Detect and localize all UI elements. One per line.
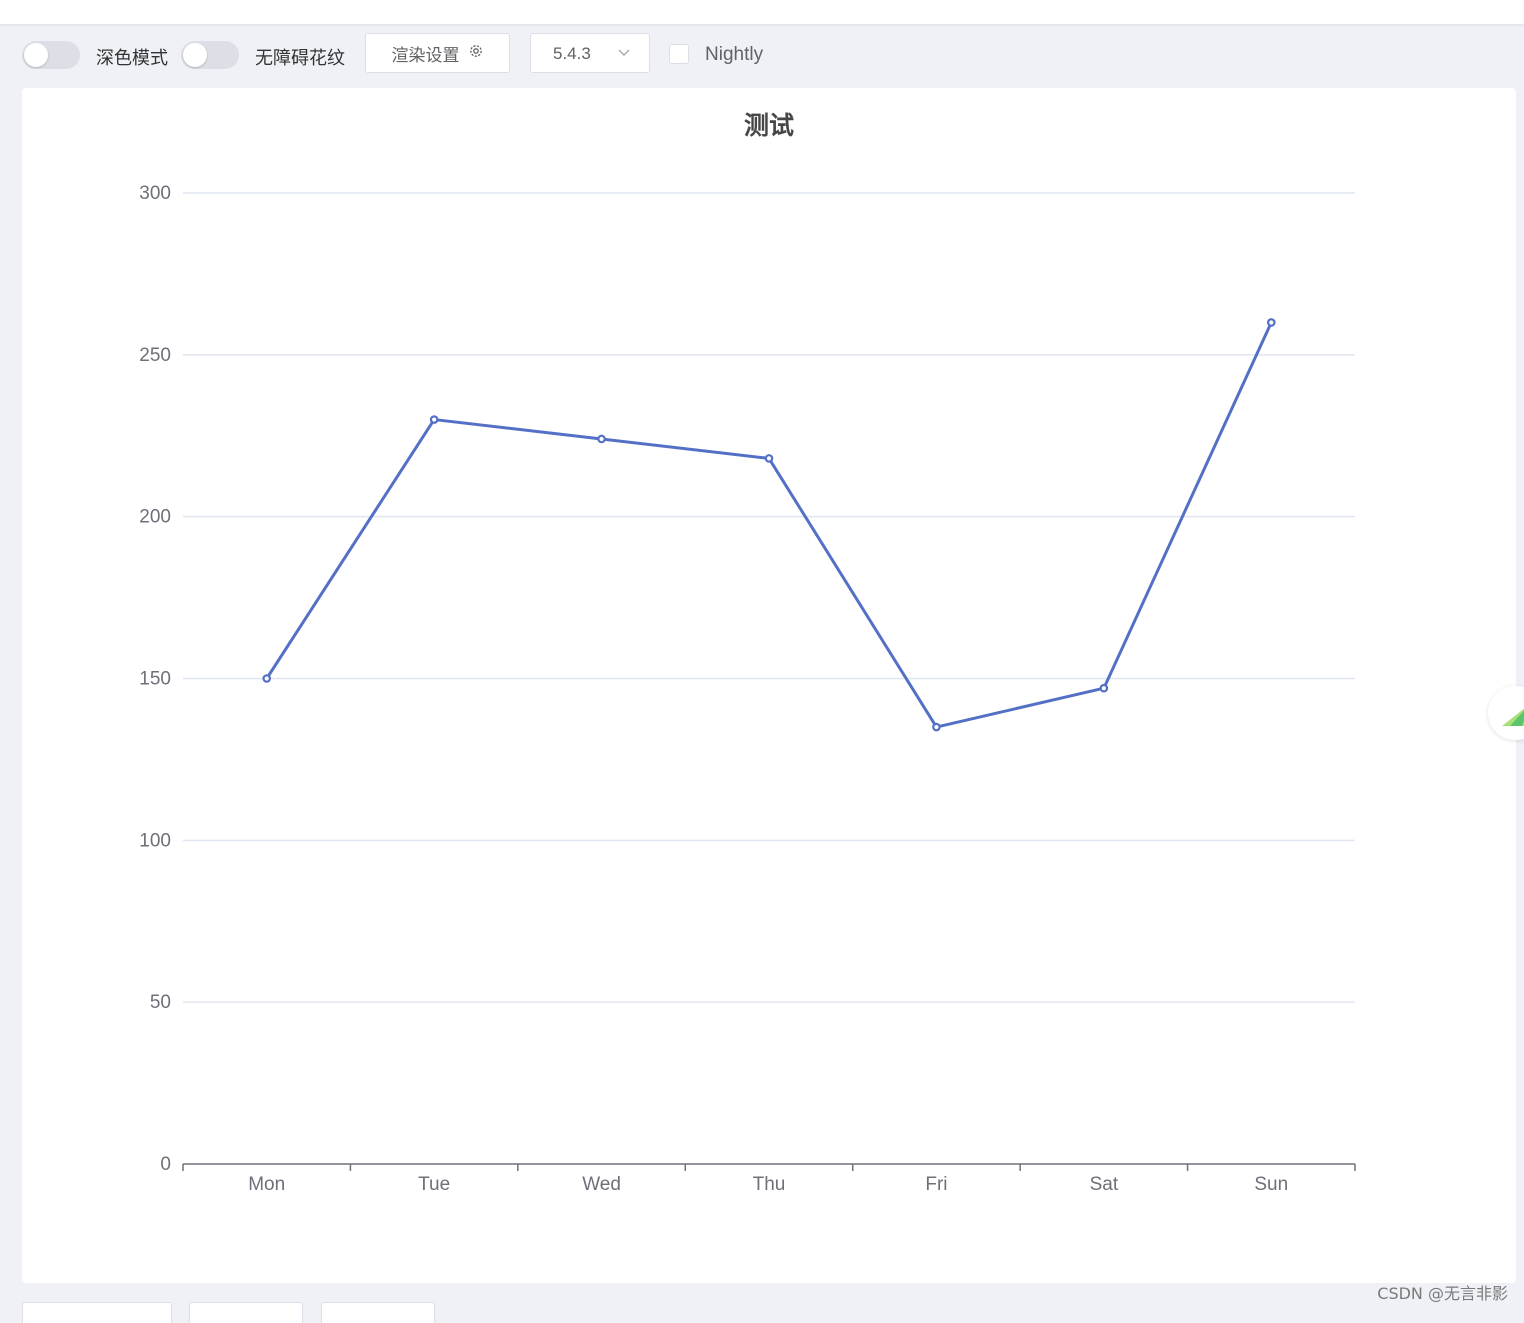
data-point	[764, 454, 774, 463]
series-line	[265, 321, 1273, 729]
aria-pattern-toggle-knob	[183, 43, 207, 67]
dark-mode-toggle-knob	[24, 43, 48, 67]
version-value: 5.4.3	[553, 44, 591, 63]
x-tick-label: Sun	[1254, 1174, 1288, 1195]
bottom-tab-3[interactable]	[321, 1302, 435, 1323]
dark-mode-toggle[interactable]	[22, 41, 80, 69]
top-bar	[0, 0, 1524, 24]
chart-title: 测试	[743, 111, 794, 140]
data-point	[1266, 318, 1276, 327]
chart-panel: 测试 0 50 100 150 200 250 300 Mon Tue Wed Thu Fri Sat S…	[22, 88, 1516, 1283]
y-tick-label: 0	[160, 1154, 171, 1175]
version-select[interactable]: 5.4.3	[530, 33, 650, 73]
dark-mode-label: 深色模式	[96, 48, 168, 69]
line-chart: 0 50 100 150 200 250 300 Mon Tue Wed Thu Fri Sat Sun	[139, 183, 1356, 1195]
y-tick-label: 150	[139, 669, 171, 690]
y-tick-label: 50	[150, 992, 171, 1013]
nightly-checkbox[interactable]	[669, 44, 689, 64]
aria-pattern-toggle[interactable]	[181, 41, 239, 69]
y-tick-label: 300	[139, 183, 171, 204]
side-widget-button[interactable]	[1488, 686, 1524, 740]
y-tick-label: 100	[139, 830, 171, 851]
x-tick-label: Tue	[418, 1174, 450, 1195]
data-point	[597, 434, 606, 444]
y-tick-label: 250	[139, 345, 171, 366]
data-point	[262, 674, 272, 683]
x-tick-label: Wed	[582, 1174, 621, 1195]
data-point	[932, 722, 941, 732]
render-settings-button[interactable]: 渲染设置	[365, 33, 510, 73]
leaf-icon	[1502, 708, 1524, 726]
toolbar: 深色模式 无障碍花纹 渲染设置 5.4.3 Nightly	[0, 24, 1524, 86]
data-point	[1099, 683, 1109, 693]
aria-pattern-label: 无障碍花纹	[255, 48, 345, 69]
watermark: CSDN @无言非影	[1377, 1284, 1508, 1303]
chevron-down-icon	[618, 49, 630, 56]
x-tick-label: Thu	[753, 1174, 786, 1195]
x-tick-label: Mon	[248, 1174, 285, 1195]
gear-icon	[468, 43, 484, 64]
y-tick-label: 200	[139, 507, 171, 528]
x-tick-label: Fri	[925, 1174, 947, 1195]
x-tick-label: Sat	[1090, 1174, 1119, 1195]
bottom-tab-1[interactable]	[22, 1302, 172, 1323]
nightly-label: Nightly	[705, 44, 764, 65]
bottom-tab-2[interactable]	[189, 1302, 303, 1323]
data-point	[429, 415, 439, 424]
render-settings-label: 渲染设置	[391, 45, 460, 66]
